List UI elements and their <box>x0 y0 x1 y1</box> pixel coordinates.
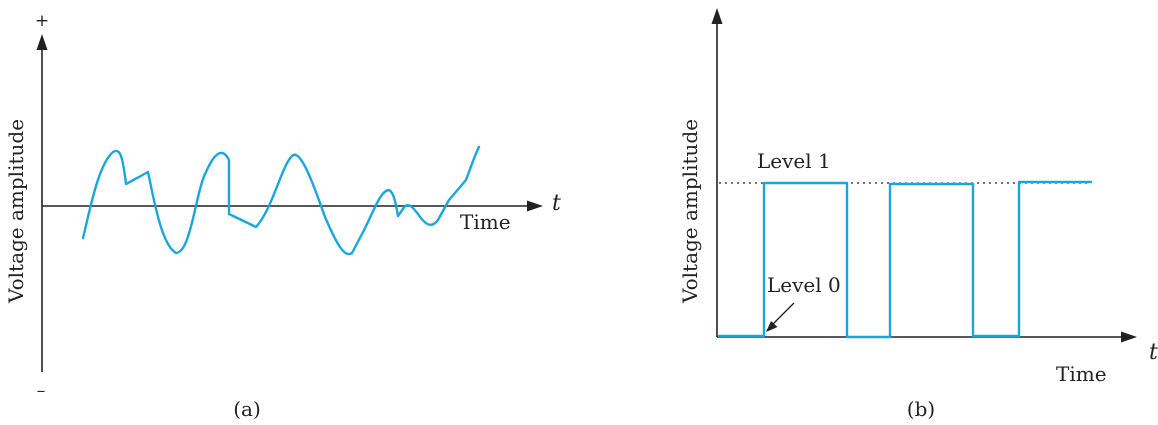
digital-waveform <box>717 180 1093 339</box>
digital-y-axis-label: Voltage amplitude <box>678 119 702 304</box>
analog-waveform <box>81 145 481 256</box>
analog-y-axis-arrow-icon <box>36 34 48 50</box>
analog-caption: (a) <box>233 397 261 421</box>
level0-pointer-arrow-icon <box>766 321 778 332</box>
panel-analog: + – Voltage amplitude t Time (a) <box>4 11 561 421</box>
analog-t-symbol: t <box>552 191 561 216</box>
analog-time-label: Time <box>460 210 511 234</box>
panel-digital: Voltage amplitude Level 1 Level 0 t Time… <box>678 8 1158 421</box>
digital-x-axis-arrow-icon <box>1121 331 1137 343</box>
digital-time-label: Time <box>1056 362 1107 386</box>
digital-t-symbol: t <box>1149 340 1158 365</box>
analog-minus-sign: – <box>37 381 46 401</box>
level1-label: Level 1 <box>757 149 831 173</box>
digital-caption: (b) <box>907 397 935 421</box>
analog-plus-sign: + <box>35 11 49 31</box>
digital-y-axis-arrow-icon <box>711 8 723 24</box>
level0-label: Level 0 <box>767 273 841 297</box>
level0-pointer-line <box>771 302 795 326</box>
analog-x-axis-arrow-icon <box>527 200 543 212</box>
analog-y-axis-label: Voltage amplitude <box>4 119 28 304</box>
